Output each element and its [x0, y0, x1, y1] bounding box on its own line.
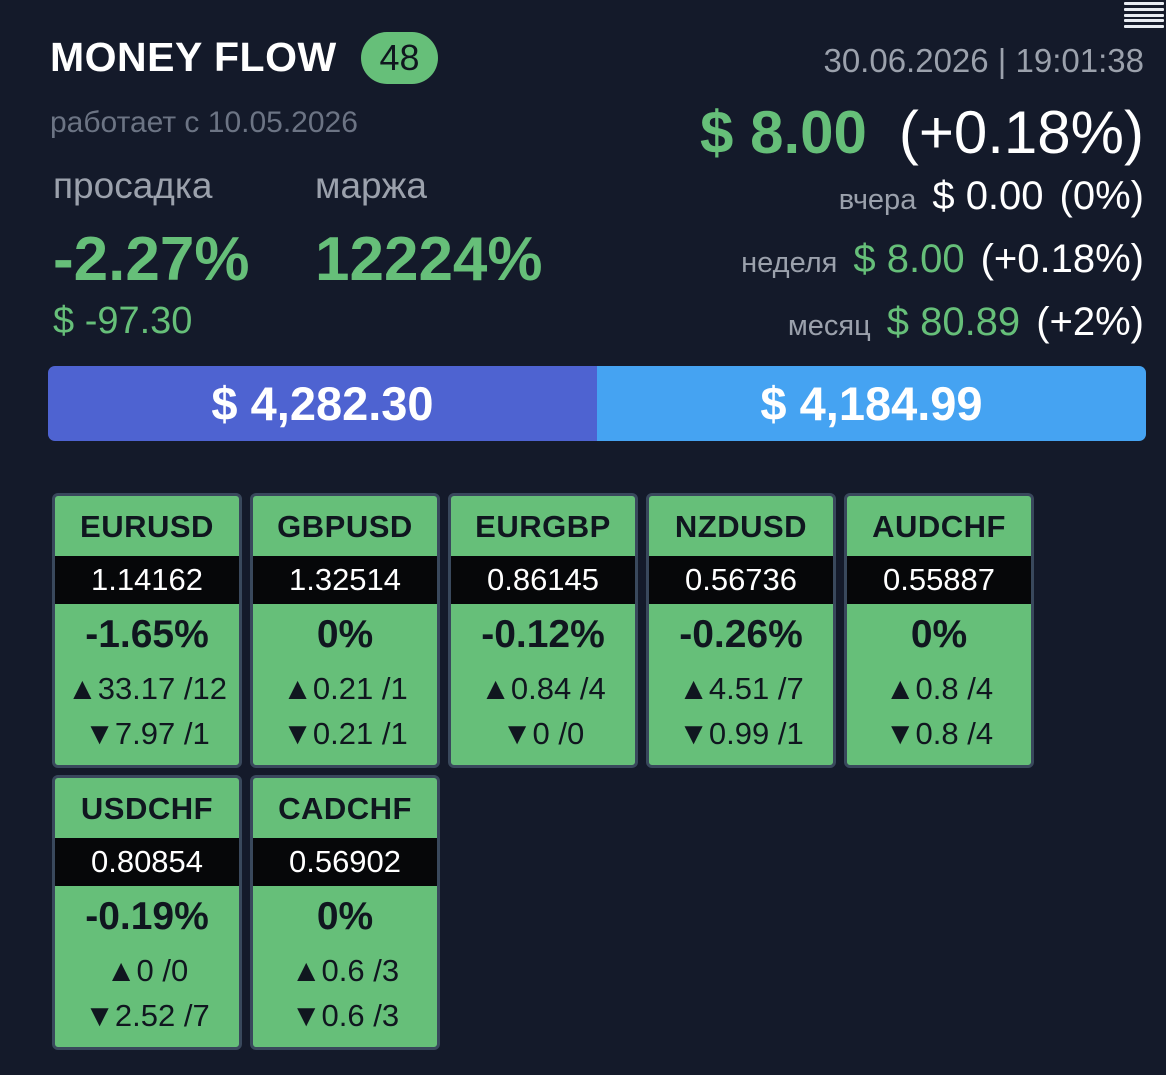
margin-label: маржа	[315, 165, 427, 206]
pair-change: -0.26%	[679, 613, 803, 656]
profit-today: $ 8.00 (+0.18%)	[700, 98, 1144, 167]
pair-name: CADCHF	[278, 791, 412, 826]
pair-tile-eurusd[interactable]: EURUSD 1.14162 -1.65% ▲33.17 /12 ▼7.97 /…	[52, 493, 242, 768]
count-badge: 48	[361, 32, 438, 84]
yesterday-label: вчера	[838, 184, 917, 216]
month-usd: $ 80.89	[886, 300, 1021, 344]
pair-up-stat: ▲0 /0	[105, 953, 189, 988]
yesterday-usd: $ 0.00	[932, 174, 1044, 218]
pair-change: -1.65%	[85, 613, 209, 656]
profit-yesterday: вчера $ 0.00 (0%)	[839, 174, 1144, 219]
pair-up-stat: ▲33.17 /12	[67, 671, 227, 706]
profit-today-usd: $ 8.00	[700, 99, 867, 166]
pair-down-stat: ▼0.6 /3	[290, 998, 400, 1033]
pair-change: -0.12%	[481, 613, 605, 656]
pair-tile-nzdusd[interactable]: NZDUSD 0.56736 -0.26% ▲4.51 /7 ▼0.99 /1	[646, 493, 836, 768]
profit-month: месяц $ 80.89 (+2%)	[788, 300, 1144, 345]
pair-price: 1.32514	[253, 556, 437, 604]
pair-change: -0.19%	[85, 895, 209, 938]
pair-change: 0%	[910, 613, 968, 656]
pair-price: 0.86145	[451, 556, 635, 604]
balance-value: $ 4,282.30	[48, 366, 597, 441]
pair-tile-audchf[interactable]: AUDCHF 0.55887 0% ▲0.8 /4 ▼0.8 /4	[844, 493, 1034, 768]
margin-value: 12224%	[315, 225, 543, 294]
pair-price: 0.56902	[253, 838, 437, 886]
equity-value: $ 4,184.99	[597, 366, 1146, 441]
page-title: MONEY FLOW	[50, 34, 337, 80]
pair-name: NZDUSD	[674, 509, 808, 544]
pair-name: AUDCHF	[872, 509, 1006, 544]
balance-bar: $ 4,282.30 $ 4,184.99	[48, 366, 1146, 441]
week-usd: $ 8.00	[853, 237, 965, 281]
pair-down-stat: ▼0 /0	[501, 716, 585, 751]
pair-tile-eurgbp[interactable]: EURGBP 0.86145 -0.12% ▲0.84 /4 ▼0 /0	[448, 493, 638, 768]
pair-tile-cadchf[interactable]: CADCHF 0.56902 0% ▲0.6 /3 ▼0.6 /3	[250, 775, 440, 1050]
pair-tile-usdchf[interactable]: USDCHF 0.80854 -0.19% ▲0 /0 ▼2.52 /7	[52, 775, 242, 1050]
pair-down-stat: ▼0.8 /4	[884, 716, 994, 751]
pair-change: 0%	[316, 895, 374, 938]
pair-up-stat: ▲4.51 /7	[678, 671, 804, 706]
pair-up-stat: ▲0.8 /4	[884, 671, 994, 706]
pair-up-stat: ▲0.6 /3	[290, 953, 400, 988]
pair-name: USDCHF	[80, 791, 214, 826]
pair-name: EURUSD	[80, 509, 214, 544]
pair-down-stat: ▼7.97 /1	[84, 716, 210, 751]
profit-today-pct: (+0.18%)	[898, 99, 1144, 166]
pair-name: EURGBP	[475, 509, 611, 544]
pair-up-stat: ▲0.84 /4	[480, 671, 606, 706]
pair-down-stat: ▼0.99 /1	[678, 716, 804, 751]
profit-week: неделя $ 8.00 (+0.18%)	[741, 237, 1144, 282]
pair-price: 1.14162	[55, 556, 239, 604]
month-pct: (+2%)	[1036, 300, 1144, 344]
month-label: месяц	[787, 310, 871, 342]
pair-name: GBPUSD	[277, 509, 413, 544]
pair-tile-gbpusd[interactable]: GBPUSD 1.32514 0% ▲0.21 /1 ▼0.21 /1	[250, 493, 440, 768]
pair-down-stat: ▼0.21 /1	[282, 716, 408, 751]
running-since: работает с 10.05.2026	[50, 106, 358, 139]
yesterday-pct: (0%)	[1059, 174, 1144, 218]
drawdown-label: просадка	[53, 165, 213, 206]
menu-icon[interactable]	[1124, 0, 1164, 30]
pair-change: 0%	[316, 613, 374, 656]
pair-price: 0.56736	[649, 556, 833, 604]
drawdown-value: -2.27%	[53, 225, 250, 294]
datetime: 30.06.2026 | 19:01:38	[823, 42, 1144, 79]
week-pct: (+0.18%)	[980, 237, 1144, 281]
week-label: неделя	[741, 247, 838, 279]
pair-price: 0.55887	[847, 556, 1031, 604]
pair-price: 0.80854	[55, 838, 239, 886]
pair-up-stat: ▲0.21 /1	[282, 671, 408, 706]
pair-down-stat: ▼2.52 /7	[84, 998, 210, 1033]
drawdown-usd: $ -97.30	[53, 300, 193, 342]
